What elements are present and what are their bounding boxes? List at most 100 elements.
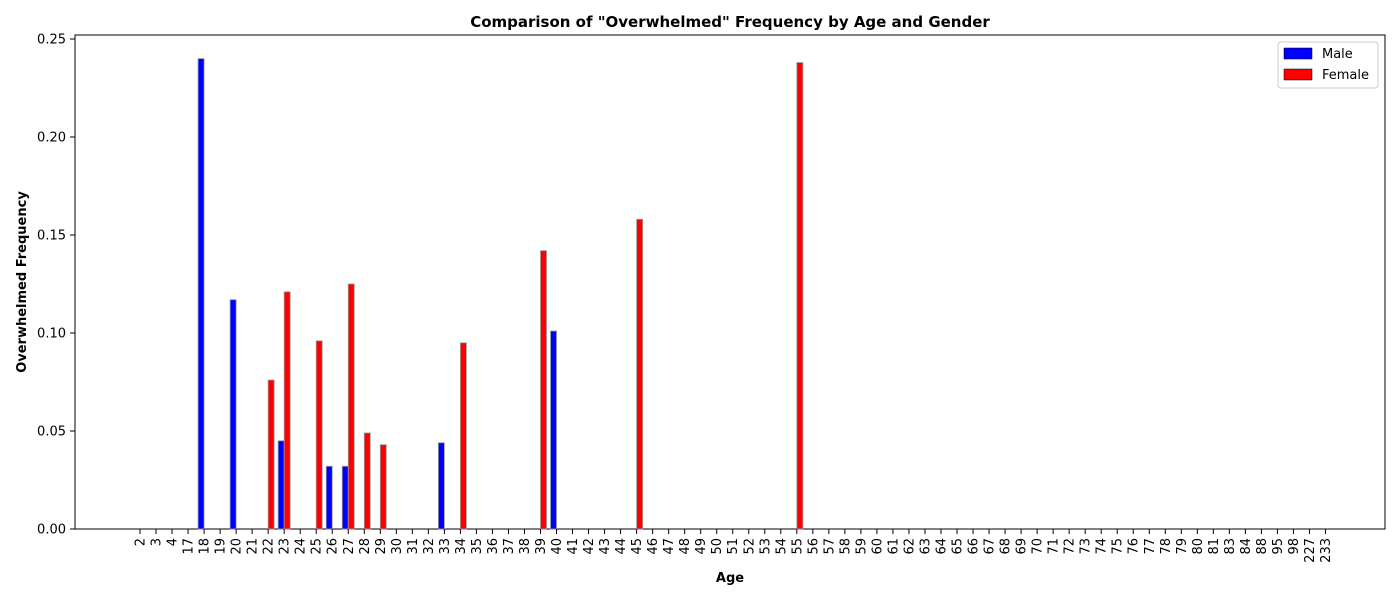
x-tick-label: 98 [1287, 538, 1302, 555]
x-tick-label: 47 [662, 538, 677, 555]
legend-label-male: Male [1322, 47, 1353, 62]
x-tick-label: 56 [806, 538, 821, 555]
x-tick-label: 84 [1239, 538, 1254, 555]
bar-female-25 [315, 340, 323, 530]
x-tick-label: 22 [262, 538, 277, 555]
x-axis: 2 3 4 17 18 19 20 21 22 23 24 25 26 27 28 29 30 31 32 33 34 3… [134, 529, 1334, 563]
x-tick-label: 71 [1047, 538, 1062, 555]
x-tick-label: 42 [582, 538, 597, 555]
x-axis-label: Age [716, 571, 744, 586]
x-tick-label: 44 [614, 538, 629, 555]
legend: Male Female [1277, 41, 1379, 89]
bar-female-29 [379, 444, 387, 530]
x-tick-label: 49 [694, 538, 709, 555]
x-tick-label: 227 [1303, 538, 1318, 563]
x-tick-label: 74 [1095, 538, 1110, 555]
x-tick-label: 18 [198, 538, 213, 555]
x-tick-label: 46 [646, 538, 661, 555]
x-tick-label: 33 [438, 538, 453, 555]
legend-swatch-male [1283, 47, 1313, 60]
x-tick-label: 81 [1207, 538, 1222, 555]
x-tick-label: 54 [774, 538, 789, 555]
x-tick-label: 28 [358, 538, 373, 555]
bar-female-55 [796, 62, 804, 530]
plot-area [74, 34, 1386, 530]
x-tick-label: 2 [134, 538, 149, 546]
bar-male-40 [550, 330, 557, 530]
x-tick-label: 38 [518, 538, 533, 555]
bar-male-33 [437, 442, 445, 530]
x-tick-label: 41 [566, 538, 581, 555]
x-tick-label: 17 [182, 538, 197, 555]
bar-female-34 [459, 342, 467, 530]
x-tick-label: 76 [1127, 538, 1142, 555]
x-tick-label: 66 [967, 538, 982, 555]
x-tick-label: 79 [1175, 538, 1190, 555]
x-tick-label: 20 [230, 538, 245, 555]
x-tick-label: 29 [374, 538, 389, 555]
legend-swatch-female [1283, 68, 1313, 81]
bar-male-23 [277, 440, 285, 530]
x-tick-label: 78 [1159, 538, 1174, 555]
x-tick-label: 64 [935, 538, 950, 555]
y-tick-label: 0.25 [37, 33, 66, 48]
x-tick-label: 57 [822, 538, 837, 555]
x-tick-label: 83 [1223, 538, 1238, 555]
legend-label-female: Female [1322, 68, 1369, 83]
y-tick-label: 0.00 [37, 523, 66, 538]
y-axis-label: Overwhelmed Frequency [15, 191, 30, 373]
x-tick-label: 61 [886, 538, 901, 555]
x-tick-label: 31 [406, 538, 421, 555]
chart-title: Comparison of "Overwhelmed" Frequency by… [470, 13, 990, 31]
x-tick-label: 45 [630, 538, 645, 555]
x-tick-label: 53 [758, 538, 773, 555]
x-tick-label: 39 [534, 538, 549, 555]
bar-female-45 [636, 218, 644, 530]
x-tick-label: 19 [214, 538, 229, 555]
x-tick-label: 26 [326, 538, 341, 555]
x-tick-label: 62 [902, 538, 917, 555]
x-tick-label: 4 [166, 538, 181, 546]
bar-female-22 [267, 379, 275, 530]
x-tick-label: 27 [342, 538, 357, 555]
x-tick-label: 73 [1079, 538, 1094, 555]
x-tick-label: 43 [598, 538, 613, 555]
x-tick-label: 69 [1015, 538, 1030, 555]
x-tick-label: 77 [1143, 538, 1158, 555]
x-tick-label: 25 [310, 538, 325, 555]
x-tick-label: 40 [550, 538, 565, 555]
x-tick-label: 58 [838, 538, 853, 555]
x-tick-label: 75 [1111, 538, 1126, 555]
x-tick-label: 70 [1031, 538, 1046, 555]
bar-female-23 [283, 291, 291, 530]
x-tick-label: 233 [1319, 538, 1334, 563]
x-tick-label: 24 [294, 538, 309, 555]
x-tick-label: 63 [918, 538, 933, 555]
x-tick-label: 88 [1255, 538, 1270, 555]
x-tick-label: 59 [854, 538, 869, 555]
x-tick-label: 60 [870, 538, 885, 555]
x-tick-label: 50 [710, 538, 725, 555]
x-tick-label: 35 [470, 538, 485, 555]
bar-male-20 [229, 299, 237, 530]
bar-male-27 [341, 465, 349, 530]
x-tick-label: 23 [278, 538, 293, 555]
x-tick-label: 51 [726, 538, 741, 555]
bar-male-18 [197, 58, 205, 530]
bar-female-39 [540, 250, 547, 530]
x-tick-label: 34 [454, 538, 469, 555]
x-tick-label: 48 [678, 538, 693, 555]
bar-female-27 [347, 283, 355, 530]
x-tick-label: 67 [983, 538, 998, 555]
x-tick-label: 3 [150, 538, 165, 546]
x-tick-label: 21 [246, 538, 261, 555]
x-tick-label: 36 [486, 538, 501, 555]
y-tick-label: 0.20 [37, 131, 66, 146]
x-tick-label: 80 [1191, 538, 1206, 555]
y-tick-label: 0.05 [37, 425, 66, 440]
y-tick-label: 0.15 [37, 229, 66, 244]
x-tick-label: 65 [951, 538, 966, 555]
x-tick-label: 30 [390, 538, 405, 555]
bars-group [197, 58, 804, 530]
